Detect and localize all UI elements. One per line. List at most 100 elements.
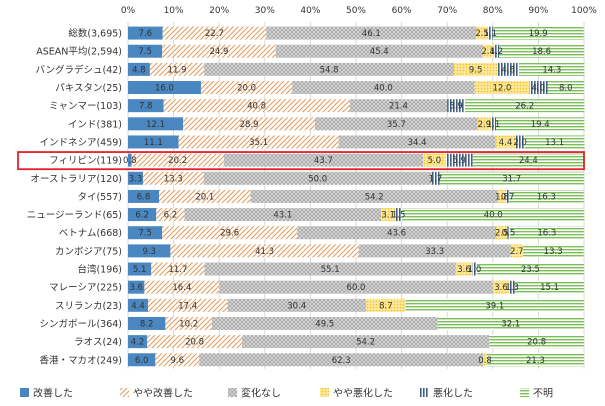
bar-segment: [178, 135, 339, 149]
bar-segment: [292, 81, 475, 95]
data-label: 20.2: [168, 156, 187, 166]
data-label: 43.6: [387, 229, 406, 239]
data-label: 6.2: [135, 211, 149, 221]
data-label: 7.5: [138, 229, 152, 239]
data-label: 4.2: [131, 338, 145, 348]
data-label: 3.6: [129, 283, 143, 293]
bar-segment: [162, 44, 276, 58]
data-labels: 7.6 22.7 46.1 2.51.1 19.97.5 24.9 45.4 2.41.2 18…: [123, 29, 572, 366]
bar-segment: [486, 353, 584, 367]
x-tick-label: 40%: [300, 6, 320, 16]
data-label: 4.4: [131, 301, 145, 311]
bar-segment: [128, 81, 201, 95]
bar-segment: [507, 226, 510, 240]
bar-segment: [297, 226, 496, 240]
category-label: パキスタン(25): [55, 83, 122, 94]
bar-segment: [204, 262, 456, 276]
x-tick-label: 10%: [164, 6, 184, 16]
data-label: 46.1: [362, 29, 381, 39]
category-label: 総数(3,695): [68, 28, 122, 40]
bar-segment: [522, 244, 584, 258]
data-label: 14.3: [542, 65, 561, 75]
data-label: 11.7: [168, 265, 187, 275]
data-label: 1.0: [468, 265, 482, 275]
data-label: 1.1: [487, 120, 501, 130]
bar-segment: [148, 298, 228, 312]
data-label: 3.6: [457, 265, 471, 275]
category-label: 台湾(196): [77, 264, 122, 276]
data-label: 9.6: [170, 356, 184, 366]
data-label: 2.7: [510, 247, 524, 257]
bar-segment: [454, 62, 498, 76]
bar-segment: [128, 298, 149, 312]
legend: 改善した やや改善した 変化なし やや悪化した 悪化した 不明: [20, 387, 553, 400]
x-tick-label: 70%: [437, 6, 457, 16]
bar-segment: [358, 244, 511, 258]
bar-segment: [476, 26, 488, 40]
bar-segment: [223, 153, 424, 167]
data-label: 13.1: [545, 138, 564, 148]
data-label: 1.8: [495, 192, 509, 202]
legend-label: 不明: [533, 388, 553, 400]
data-label: 0.7: [501, 192, 515, 202]
bar-segment: [131, 153, 224, 167]
category-label: ベトナム(668): [59, 228, 122, 239]
data-label: 43.1: [273, 211, 292, 221]
bar-segment: [439, 171, 584, 185]
data-label: 16.3: [537, 229, 556, 239]
bar-segment: [128, 316, 166, 330]
bar-segment: [199, 353, 484, 367]
data-label: 12.1: [146, 120, 165, 130]
legend-swatch: [420, 388, 429, 397]
legend-swatch: [20, 388, 29, 397]
bar-segment: [183, 117, 315, 131]
bar-segment: [482, 44, 494, 58]
bar-segment: [519, 62, 585, 76]
data-label: 4.8: [132, 65, 146, 75]
category-label: タイ(557): [77, 192, 122, 203]
data-label: 1.7: [429, 174, 443, 184]
bar-segment: [266, 26, 477, 40]
bar-segment: [366, 298, 406, 312]
data-label: 4.8: [502, 65, 516, 75]
bar-segment: [483, 353, 487, 367]
data-label: 13.3: [164, 174, 183, 184]
data-label: 31.7: [502, 174, 521, 184]
bar-segment: [515, 135, 525, 149]
data-label: 7.8: [139, 102, 153, 112]
data-label: 4.0: [532, 84, 546, 94]
data-label: 21.4: [389, 102, 408, 112]
category-label: マレーシア(225): [49, 283, 122, 294]
data-label: 43.7: [314, 156, 333, 166]
x-tick-label: 0%: [121, 6, 136, 16]
highlight-box: [17, 151, 585, 171]
x-tick-label: 50%: [346, 6, 366, 16]
data-label: 35.7: [387, 120, 406, 130]
bar-segment: [495, 117, 585, 131]
category-label: カンボジア(75): [55, 246, 122, 257]
bar-segment: [144, 280, 220, 294]
data-label: 16.0: [155, 84, 174, 94]
bar-segment: [162, 226, 298, 240]
x-tick-label: 60%: [392, 6, 412, 16]
data-label: 9.5: [469, 65, 483, 75]
data-label: 26.2: [515, 102, 534, 112]
data-label: 20.1: [195, 192, 214, 202]
category-label: 香港・マカオ(249): [39, 354, 122, 366]
data-label: 5.0: [428, 156, 442, 166]
bar-segment: [492, 280, 510, 294]
bar-segment: [509, 280, 516, 294]
bar-segment: [506, 189, 510, 203]
bar-segment: [128, 244, 171, 258]
data-label: 20.8: [185, 338, 204, 348]
data-label: 62.3: [332, 356, 351, 366]
bar-segment: [128, 153, 132, 167]
data-label: 2.5: [495, 229, 509, 239]
x-tick-label: 80%: [483, 6, 503, 16]
data-label: 8.0: [559, 84, 573, 94]
data-label: 16.4: [172, 283, 191, 293]
data-label: 39.1: [485, 301, 504, 311]
bar-segment: [128, 117, 184, 131]
category-label: シンガポール(364): [39, 319, 122, 330]
